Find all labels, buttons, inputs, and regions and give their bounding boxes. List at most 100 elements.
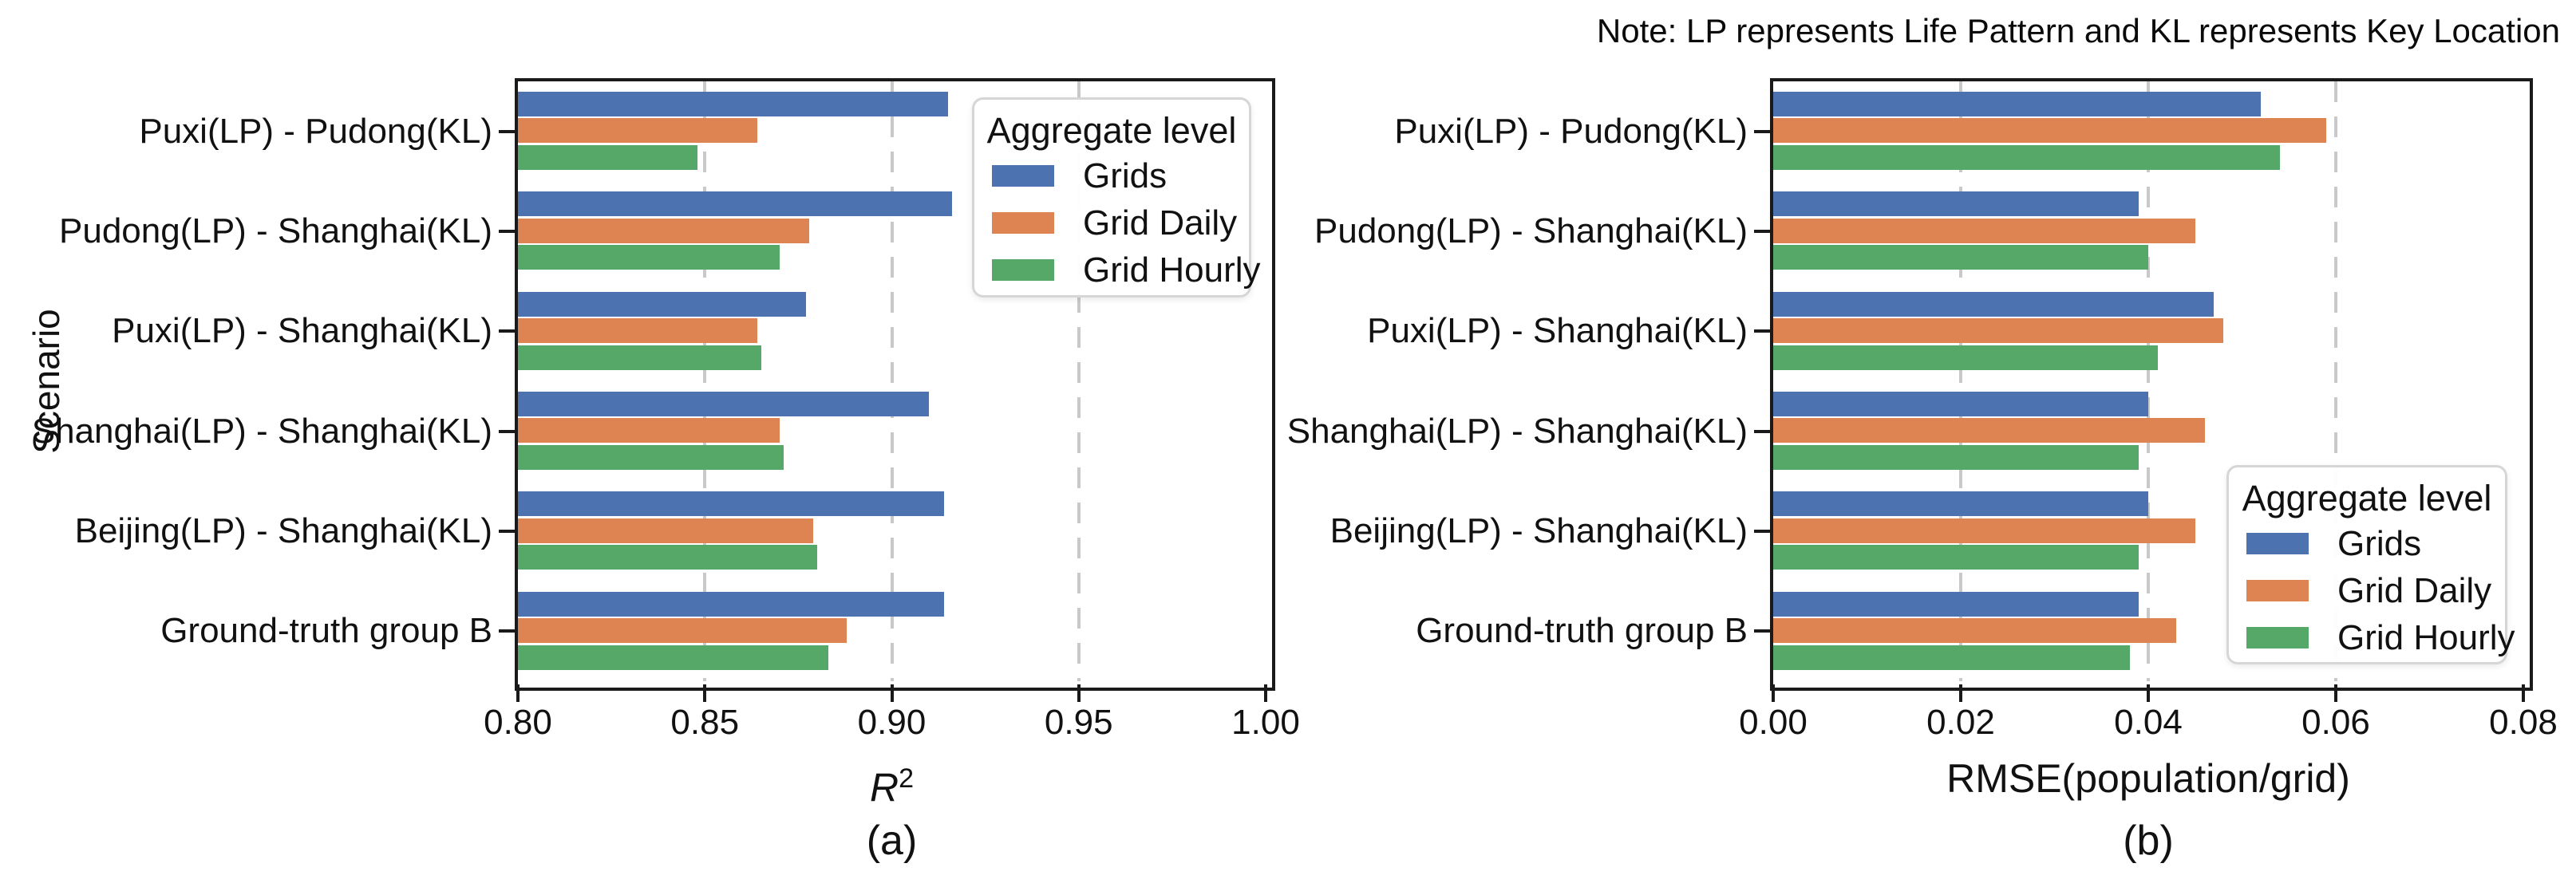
x-tick-label-0.85: 0.85 <box>670 703 740 742</box>
bar-a-s0-c5 <box>518 591 945 617</box>
bar-b-s1-c3 <box>1773 418 2205 444</box>
legend-entry-label: Grids <box>2337 523 2422 563</box>
gridline-0.02 <box>1959 81 1962 681</box>
legend-title: Aggregate level <box>986 110 1237 151</box>
bar-b-s1-c5 <box>1773 618 2177 644</box>
y-tick-0 <box>1754 129 1770 133</box>
bar-a-s2-c4 <box>518 545 817 570</box>
legend-b: Aggregate level Grids Grid Daily Grid Hourl… <box>2226 465 2515 664</box>
y-category-label: Beijing(LP) - Shanghai(KL) <box>74 511 492 550</box>
bar-b-s1-c2 <box>1773 318 2223 344</box>
bar-a-s1-c1 <box>518 218 810 243</box>
legend-swatch-icon <box>2246 580 2309 601</box>
x-tick-label-0.90: 0.90 <box>857 703 926 742</box>
y-category-label: Shanghai(LP) - Shanghai(KL) <box>31 411 492 451</box>
bar-b-s1-c4 <box>1773 518 2195 543</box>
bar-b-s0-c1 <box>1773 191 2139 217</box>
y-category-label: Pudong(LP) - Shanghai(KL) <box>59 211 492 250</box>
y-tick-4 <box>499 530 515 533</box>
bar-a-s2-c2 <box>518 345 761 370</box>
bar-b-s2-c1 <box>1773 245 2148 270</box>
x-axis-label-b: RMSE(population/grid) <box>1946 756 2350 801</box>
x-tick-0.08 <box>2522 684 2525 702</box>
bar-b-s1-c1 <box>1773 218 2195 243</box>
y-category-label: Pudong(LP) - Shanghai(KL) <box>1314 211 1748 250</box>
legend-swatch-icon <box>992 212 1054 234</box>
x-tick-label-1.00: 1.00 <box>1231 703 1300 742</box>
x-tick-label-0.06: 0.06 <box>2301 703 2370 742</box>
bar-a-s0-c0 <box>518 92 948 116</box>
y-tick-3 <box>499 429 515 433</box>
bar-b-s2-c3 <box>1773 444 2139 470</box>
bar-b-s2-c4 <box>1773 545 2139 570</box>
plot-area-a <box>518 81 1266 681</box>
legend-entry-grid-hourly: Grid Hourly <box>974 246 1261 294</box>
bar-a-s1-c0 <box>518 118 757 144</box>
y-tick-4 <box>1754 530 1770 533</box>
x-tick-0.80 <box>516 684 520 702</box>
legend-swatch-icon <box>2246 533 2309 554</box>
y-tick-5 <box>499 629 515 633</box>
bar-b-s2-c2 <box>1773 345 2158 370</box>
bar-b-s0-c0 <box>1773 92 2261 116</box>
y-category-label: Ground-truth group B <box>160 611 492 651</box>
bar-a-s1-c2 <box>518 318 757 344</box>
figure-note: Note: LP represents Life Pattern and KL … <box>1596 12 2560 49</box>
caption-a: (a) <box>866 818 918 864</box>
x-tick-0.85 <box>703 684 707 702</box>
legend-swatch-icon <box>992 259 1054 281</box>
bar-b-s1-c0 <box>1773 118 2327 144</box>
legend-swatch-icon <box>2246 627 2309 648</box>
x-tick-label-0.80: 0.80 <box>484 703 552 742</box>
bar-b-s0-c4 <box>1773 491 2148 517</box>
y-category-label: Ground-truth group B <box>1416 611 1748 651</box>
y-category-label: Beijing(LP) - Shanghai(KL) <box>1329 511 1748 550</box>
x-tick-label-0.95: 0.95 <box>1044 703 1113 742</box>
y-axis-label: Scenario <box>26 309 67 454</box>
x-tick-0.06 <box>2334 684 2337 702</box>
x-axis-label-base: R <box>869 765 899 810</box>
x-tick-label-0.08: 0.08 <box>2489 703 2558 742</box>
y-tick-2 <box>1754 329 1770 333</box>
bar-a-s2-c3 <box>518 444 784 470</box>
x-tick-0.04 <box>2147 684 2150 702</box>
x-tick-0.90 <box>890 684 894 702</box>
gridline-0.04 <box>2147 81 2150 681</box>
bar-a-s1-c3 <box>518 418 780 444</box>
x-tick-1.00 <box>1264 684 1267 702</box>
bar-a-s0-c4 <box>518 491 945 517</box>
y-category-label: Puxi(LP) - Shanghai(KL) <box>1367 311 1748 351</box>
legend-entry-grids: Grids <box>974 152 1249 199</box>
bar-a-s0-c2 <box>518 291 806 317</box>
x-axis-label-exponent: 2 <box>899 763 915 794</box>
x-tick-0.95 <box>1077 684 1081 702</box>
bar-a-s0-c3 <box>518 392 930 416</box>
legend-entry-label: Grids <box>1083 156 1167 195</box>
gridline-0.95 <box>1077 81 1081 681</box>
plot-area-b <box>1773 81 2523 681</box>
gridline-0.90 <box>890 81 894 681</box>
legend-entry-grid-hourly: Grid Hourly <box>2229 614 2515 661</box>
legend-title: Aggregate level <box>2242 478 2492 518</box>
legend-entry-grid-daily: Grid Daily <box>974 199 1249 246</box>
y-category-label: Puxi(LP) - Pudong(KL) <box>1394 111 1748 151</box>
gridline-0.85 <box>703 81 707 681</box>
legend-entry-label: Grid Daily <box>2337 570 2492 610</box>
caption-b: (b) <box>2123 818 2174 864</box>
legend-a: Aggregate level Grids Grid Daily Grid Hourl… <box>972 97 1261 298</box>
x-tick-label-0.02: 0.02 <box>1926 703 1995 742</box>
x-tick-label-0.04: 0.04 <box>2114 703 2183 742</box>
bar-a-s2-c1 <box>518 245 780 270</box>
bar-a-s1-c5 <box>518 618 847 644</box>
legend-entry-label: Grid Hourly <box>2337 617 2515 657</box>
x-tick-0.00 <box>1772 684 1775 702</box>
y-tick-2 <box>499 329 515 333</box>
y-category-label: Shanghai(LP) - Shanghai(KL) <box>1286 411 1748 451</box>
bar-a-s0-c1 <box>518 191 952 217</box>
y-tick-3 <box>1754 429 1770 433</box>
bar-b-s0-c2 <box>1773 291 2214 317</box>
y-category-label: Puxi(LP) - Pudong(KL) <box>139 111 492 151</box>
legend-entry-label: Grid Hourly <box>1083 250 1261 290</box>
y-tick-1 <box>499 230 515 233</box>
